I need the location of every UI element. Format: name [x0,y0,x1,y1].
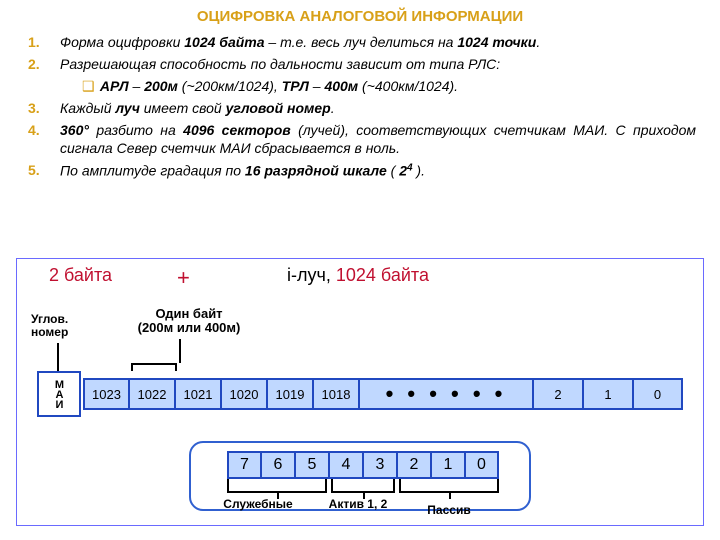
byte-cell: 1018 [313,378,359,410]
list-item: Каждый луч имеет свой угловой номер. [40,99,696,118]
byte-cell: 1021 [175,378,221,410]
byte-cell: 1020 [221,378,267,410]
bit-cell: 6 [261,451,295,479]
bit-cell: 4 [329,451,363,479]
bit-cell: 7 [227,451,261,479]
numbered-list: Форма оцифровки 1024 байта – т.е. весь л… [40,33,696,181]
list-item: 360° разбито на 4096 секторов (лучей), с… [40,121,696,159]
connector-line [131,363,133,371]
byte-cell: 0 [633,378,683,410]
mai-cell: МАИ [37,371,81,417]
bit-group-label: Пассив [409,503,489,517]
bit-cell: 3 [363,451,397,479]
bit-group-label: Актив 1, 2 [313,497,403,511]
connector-line [179,339,181,363]
connector-line [175,363,177,371]
byte-cell-ellipsis: • • • • • • [359,378,533,410]
group-bracket [331,479,395,493]
byte-cell: 1022 [129,378,175,410]
connector-line [449,493,451,499]
byte-row: МАИ 1023 1022 1021 1020 1019 1018 • • • … [37,371,683,417]
list-item: По амплитуде градация по 16 разрядной шк… [40,161,696,181]
bit-cell: 1 [431,451,465,479]
label-plus: + [177,265,190,291]
bit-group-label: Служебные [213,497,303,511]
page-title: ОЦИФРОВКА АНАЛОГОВОЙ ИНФОРМАЦИИ [0,0,720,29]
list-item: Разрешающая способность по дальности зав… [40,55,696,96]
group-bracket [227,479,327,493]
bit-row: 7 6 5 4 3 2 1 0 [227,451,499,479]
byte-cell: 1023 [83,378,129,410]
connector-line [131,363,177,365]
group-bracket [399,479,499,493]
label-2bytes: 2 байта [49,265,112,286]
byte-cell: 2 [533,378,583,410]
label-iray: i-луч, 1024 байта [287,265,429,286]
list-item: Форма оцифровки 1024 байта – т.е. весь л… [40,33,696,52]
label-one-byte: Один байт(200м или 400м) [129,307,249,336]
bullet-icon: ❑ [82,77,96,96]
bit-cell: 5 [295,451,329,479]
byte-cell: 1019 [267,378,313,410]
bit-cell: 0 [465,451,499,479]
label-angle-number: Углов.номер [31,313,87,339]
bit-cell: 2 [397,451,431,479]
connector-line [57,343,59,371]
diagram-area: 2 байта + i-луч, 1024 байта Углов.номер … [16,258,704,526]
byte-cell: 1 [583,378,633,410]
